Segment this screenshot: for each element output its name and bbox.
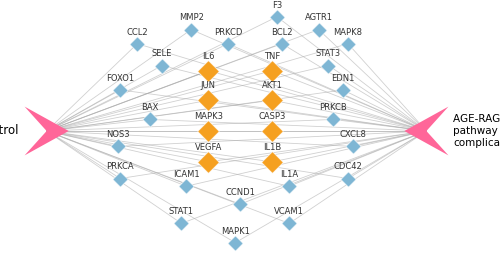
Point: [182, 184, 190, 188]
Point: [204, 129, 212, 133]
Text: Resveratrol: Resveratrol: [0, 124, 20, 138]
Point: [268, 69, 276, 73]
Point: [278, 42, 286, 46]
Point: [134, 42, 141, 46]
Point: [268, 98, 276, 102]
Text: CXCL8: CXCL8: [340, 130, 366, 139]
Text: EDN1: EDN1: [332, 74, 355, 83]
Text: NOS3: NOS3: [106, 130, 130, 139]
Point: [330, 117, 338, 122]
Polygon shape: [404, 107, 448, 155]
Text: AGE-RAGE signaling
pathway in diabetic
complications: AGE-RAGE signaling pathway in diabetic c…: [454, 114, 500, 148]
Point: [324, 63, 332, 68]
Text: JUN: JUN: [201, 81, 216, 90]
Point: [344, 176, 352, 181]
Text: ICAM1: ICAM1: [173, 170, 200, 179]
Point: [146, 117, 154, 122]
Point: [116, 176, 124, 181]
Text: MAPK8: MAPK8: [334, 28, 362, 36]
Text: IL6: IL6: [202, 52, 214, 61]
Point: [178, 221, 186, 226]
Text: PRKCD: PRKCD: [214, 28, 242, 36]
Point: [204, 98, 212, 102]
Point: [204, 69, 212, 73]
Text: VCAM1: VCAM1: [274, 207, 304, 216]
Text: IL1B: IL1B: [263, 143, 281, 152]
Point: [187, 28, 195, 32]
Point: [236, 202, 244, 206]
Text: CCND1: CCND1: [226, 188, 255, 197]
Text: MAPK1: MAPK1: [221, 227, 250, 236]
Text: TNF: TNF: [264, 52, 280, 61]
Point: [314, 28, 322, 32]
Point: [268, 129, 276, 133]
Point: [204, 160, 212, 164]
Point: [273, 15, 281, 19]
Text: BCL2: BCL2: [271, 28, 292, 36]
Point: [344, 42, 352, 46]
Point: [339, 88, 347, 92]
Text: MMP2: MMP2: [179, 13, 204, 22]
Point: [224, 42, 232, 46]
Text: FOXO1: FOXO1: [106, 74, 134, 83]
Point: [268, 160, 276, 164]
Text: VEGFA: VEGFA: [194, 143, 222, 152]
Text: SELE: SELE: [152, 49, 172, 58]
Text: BAX: BAX: [141, 103, 158, 112]
Text: CCL2: CCL2: [126, 28, 148, 36]
Text: STAT3: STAT3: [316, 49, 341, 58]
Text: IL1A: IL1A: [280, 170, 298, 179]
Text: PRKCB: PRKCB: [320, 103, 347, 112]
Text: STAT1: STAT1: [169, 207, 194, 216]
Text: PRKCA: PRKCA: [106, 162, 134, 171]
Point: [232, 241, 239, 245]
Text: AGTR1: AGTR1: [304, 13, 332, 22]
Point: [114, 144, 122, 149]
Text: CDC42: CDC42: [334, 162, 362, 171]
Point: [158, 63, 166, 68]
Point: [116, 88, 124, 92]
Text: AKT1: AKT1: [262, 81, 282, 90]
Point: [285, 221, 293, 226]
Point: [285, 184, 293, 188]
Point: [349, 144, 357, 149]
Text: MAPK3: MAPK3: [194, 112, 223, 121]
Text: F3: F3: [272, 1, 282, 9]
Text: CASP3: CASP3: [258, 112, 285, 121]
Polygon shape: [24, 107, 68, 155]
